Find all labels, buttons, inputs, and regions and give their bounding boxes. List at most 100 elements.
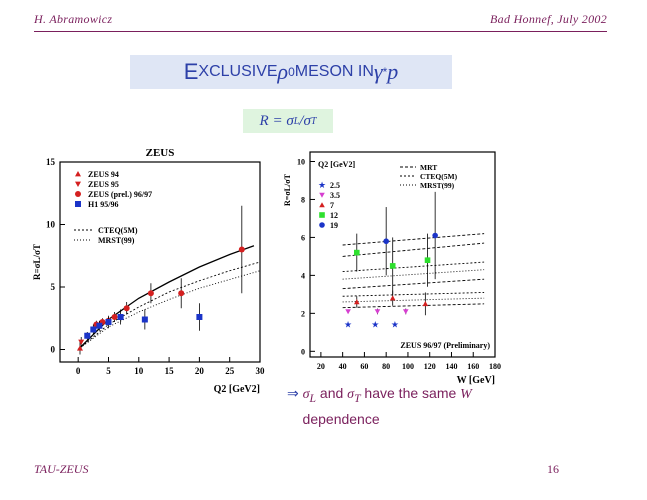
header-rule <box>34 31 607 32</box>
x-tick-label: 20 <box>317 362 325 371</box>
y-tick-label: 2 <box>301 309 305 318</box>
x-tick-label: 20 <box>195 366 205 376</box>
curve-mrst-99- <box>77 270 261 350</box>
y-tick-label: 5 <box>51 282 56 292</box>
header-venue: Bad Honnef, July 2002 <box>490 12 607 26</box>
header-author: H. Abramowicz <box>34 12 113 26</box>
y-tick-label: 10 <box>46 220 56 230</box>
legend-curve-label: CTEQ(5M) <box>98 226 138 235</box>
legend-label: ZEUS 95 <box>88 180 119 189</box>
data-point <box>117 314 124 320</box>
legend-label: 7 <box>330 201 334 210</box>
legend-marker <box>75 191 81 197</box>
curve-mrst-99- <box>342 269 485 280</box>
legend-title: Q2 [GeV2] <box>318 160 355 169</box>
x-tick-label: 40 <box>339 362 347 371</box>
y-tick-label: 0 <box>51 345 56 355</box>
legend-marker <box>75 181 81 187</box>
y-tick-label: 0 <box>301 347 305 356</box>
data-point: ★ <box>344 320 352 330</box>
x-tick-label: 30 <box>256 366 266 376</box>
data-point <box>353 299 360 305</box>
plot-frame <box>59 161 261 363</box>
chart-left: 0 5 10 15 20 25 30 0 5 10 15 ZEUS R=σL/σT Q2 [GeV2] ZE… <box>32 147 266 395</box>
data-point <box>96 322 103 329</box>
curve-fit <box>77 245 255 350</box>
legend-marker <box>75 201 81 207</box>
data-point <box>84 332 91 339</box>
data-point <box>78 339 85 345</box>
data-point <box>389 263 396 269</box>
curve-mrt <box>342 242 485 257</box>
data-point <box>196 314 203 320</box>
curve-mrst-99- <box>342 297 485 303</box>
legend-curve-label: CTEQ(5M) <box>420 172 458 181</box>
curve-mrt <box>342 233 485 246</box>
legend-label: H1 95/96 <box>88 200 118 209</box>
curve-mrt <box>342 278 485 290</box>
chart-right: 20 40 60 80 100 120 140 160 180 0 2 4 6 8 10 ★ ★ ★ R=σL/σT… <box>283 151 501 386</box>
y-tick-label: 4 <box>301 271 305 280</box>
legend-label: ZEUS (prel.) 96/97 <box>88 190 152 199</box>
formula-box: R = σ L/σ T <box>243 109 333 133</box>
x-tick-label: 120 <box>424 362 436 371</box>
data-point: ★ <box>371 320 379 330</box>
legend-label: ZEUS 94 <box>88 170 119 179</box>
page-number: 16 <box>547 462 559 476</box>
data-point <box>105 319 112 325</box>
plot-frame <box>309 151 496 358</box>
y-axis-label: R=σL/σT <box>32 244 42 280</box>
x-tick-label: 180 <box>489 362 501 371</box>
data-point <box>424 257 431 263</box>
x-tick-label: 15 <box>165 366 175 376</box>
legend-marker <box>75 171 81 177</box>
x-tick-label: 5 <box>106 366 111 376</box>
data-point <box>90 326 97 333</box>
x-tick-label: 160 <box>467 362 479 371</box>
legend-marker <box>319 222 325 228</box>
x-tick-label: 25 <box>225 366 235 376</box>
data-point <box>374 309 381 315</box>
legend-marker <box>319 192 325 198</box>
data-point <box>345 309 351 315</box>
data-point <box>422 301 429 307</box>
x-tick-label: 10 <box>134 366 144 376</box>
data-point <box>389 295 396 301</box>
curve-cteq-5m- <box>342 261 485 273</box>
data-point <box>238 246 245 253</box>
legend-marker <box>319 202 325 208</box>
y-axis-label: R=σL/σT <box>283 173 292 206</box>
x-axis-label: Q2 [GeV2] <box>214 384 260 395</box>
curve-cteq-5m- <box>77 261 261 350</box>
data-point <box>123 305 130 312</box>
y-tick-label: 6 <box>301 233 305 242</box>
x-tick-label: 140 <box>445 362 457 371</box>
slide-caption: ⇒ σL and σT have the same W dependence <box>287 385 472 427</box>
data-point <box>178 290 185 297</box>
legend-label: 12 <box>330 211 338 220</box>
curve-cteq-5m- <box>342 292 485 297</box>
legend-label: 19 <box>330 221 338 230</box>
data-point: ★ <box>391 320 399 330</box>
legend-label: 3.5 <box>330 191 340 200</box>
x-tick-label: 0 <box>76 366 81 376</box>
data-point <box>111 314 118 320</box>
y-tick-label: 10 <box>297 157 305 166</box>
data-point <box>383 238 389 245</box>
x-tick-label: 60 <box>360 362 368 371</box>
data-point <box>77 345 83 351</box>
legend-curve-label: MRST(99) <box>98 236 135 245</box>
data-point <box>402 309 409 315</box>
chart-annotation: ZEUS 96/97 (Preliminary) <box>400 341 490 350</box>
x-tick-label: 80 <box>382 362 390 371</box>
legend-marker: ★ <box>318 180 326 190</box>
y-tick-label: 8 <box>301 195 305 204</box>
data-point <box>147 290 154 297</box>
legend-curve-label: MRT <box>420 163 437 172</box>
legend-curve-label: MRST(99) <box>420 181 455 190</box>
legend-marker <box>319 212 325 218</box>
x-tick-label: 100 <box>402 362 414 371</box>
data-point <box>141 316 148 323</box>
data-point <box>353 249 360 256</box>
